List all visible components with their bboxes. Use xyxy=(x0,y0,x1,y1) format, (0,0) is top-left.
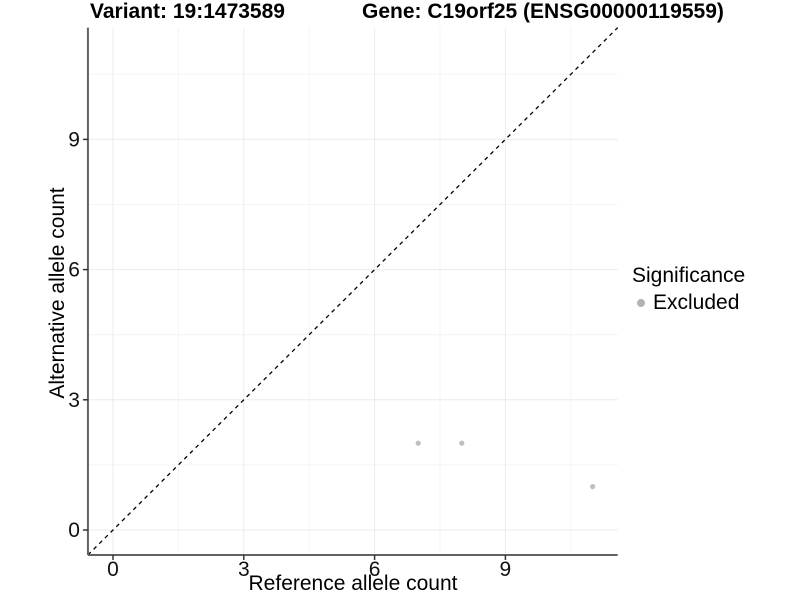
legend-point-icon xyxy=(637,299,645,307)
data-point xyxy=(415,440,421,446)
data-point xyxy=(590,484,596,490)
legend-item-label: Excluded xyxy=(653,291,740,314)
x-tick-label: 0 xyxy=(107,558,119,581)
legend-item: Excluded xyxy=(629,291,745,315)
legend-title: Significance xyxy=(632,264,746,287)
x-tick-label: 9 xyxy=(500,558,512,581)
x-axis-label: Reference allele count xyxy=(248,572,458,595)
variant-title: Variant: 19:1473589 xyxy=(90,0,285,23)
legend-items: Excluded xyxy=(629,291,745,315)
identity-dashed-line xyxy=(87,27,619,556)
x-tick-label: 3 xyxy=(238,558,250,581)
y-tick-label: 6 xyxy=(68,259,80,282)
y-axis-label: Alternative allele count xyxy=(46,187,69,399)
x-tick-label: 6 xyxy=(369,558,381,581)
data-point xyxy=(459,440,465,446)
y-tick-label: 3 xyxy=(68,389,80,412)
y-tick-label: 9 xyxy=(68,128,80,151)
legend: Significance Excluded xyxy=(629,264,745,315)
gene-title: Gene: C19orf25 (ENSG00000119559) xyxy=(362,0,724,23)
y-tick-label: 0 xyxy=(68,519,80,542)
